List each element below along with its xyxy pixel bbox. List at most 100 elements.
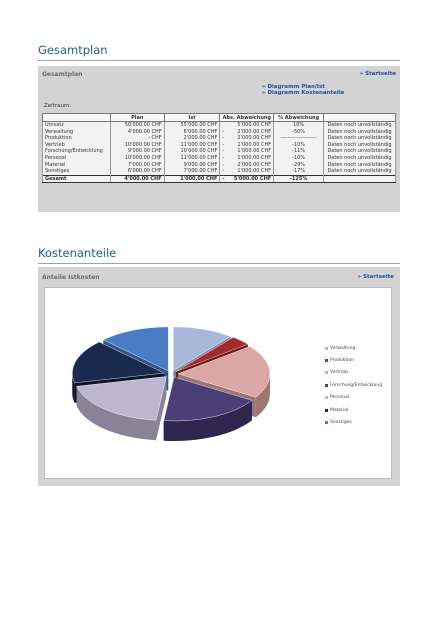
cell-abs-abweichung: - 1'000.00 CHF xyxy=(219,168,275,176)
kostenanteile-startseite-link[interactable]: » Startseite xyxy=(357,274,394,280)
legend-item: Vertrieb xyxy=(325,367,382,379)
cell-plan: 4'000.00 CHF xyxy=(109,128,165,136)
legend-swatch xyxy=(325,346,328,350)
cell-name: Produktion xyxy=(42,135,111,142)
table-row: Personal 10'000.00 CHF 11'000.00 CHF - 1'000… xyxy=(42,154,396,162)
legend-swatch xyxy=(325,359,328,363)
legend-label: Personal xyxy=(330,395,350,401)
cell-abs-value: 1'000.00 CHF xyxy=(237,148,272,155)
cell-status: Daten noch unvollständig xyxy=(323,148,396,155)
cell-plan: 4'000.00 CHF xyxy=(109,174,165,184)
cell-ist: 9'000.00 CHF xyxy=(163,161,221,169)
cell-status: Daten noch unvollständig xyxy=(323,121,396,129)
col-header-status xyxy=(323,113,396,122)
table-row: Vertrieb 10'000.00 CHF 11'000.00 CHF - 1'000… xyxy=(42,141,396,149)
legend-item: Forschung/Entwicklung xyxy=(325,379,382,391)
cell-plan: 10'000.00 CHF xyxy=(109,141,165,149)
legend-item: Personal xyxy=(325,392,382,404)
pie-slice-side xyxy=(255,373,270,418)
cell-name: Vertrieb xyxy=(42,141,111,149)
legend-item: Sonstiges xyxy=(325,416,382,428)
legend-swatch xyxy=(325,371,328,375)
pie-slice-top xyxy=(177,346,271,398)
gesamtplan-heading: Gesamtplan xyxy=(38,43,108,57)
cell-pct-abweichung: -------------------- xyxy=(273,135,325,142)
pie-slice-top xyxy=(76,376,167,421)
cell-ist: 10'000.00 CHF xyxy=(163,148,221,155)
cell-status xyxy=(323,174,396,184)
kostenanteile-heading: Kostenanteile xyxy=(38,246,117,260)
startseite-link[interactable]: » Startseite xyxy=(359,71,396,77)
cell-status: Daten noch unvollständig xyxy=(323,135,396,142)
cell-abs-abweichung: - 1'000.00 CHF xyxy=(219,141,275,149)
legend-swatch xyxy=(325,408,328,412)
pie-slice-side xyxy=(72,373,75,403)
col-header-pct-abweichung: % Abweichung xyxy=(273,113,325,122)
pie-slice-side xyxy=(76,386,157,441)
cell-pct-abweichung: -11% xyxy=(273,148,325,155)
cell-sign: - xyxy=(222,148,225,155)
legend-label: Verwaltung xyxy=(330,345,356,351)
cell-abs-value: 1'000.00 CHF xyxy=(237,168,272,175)
cell-pct-abweichung: 10% xyxy=(273,121,325,129)
legend-item: Verwaltung xyxy=(325,342,382,354)
pie-chart-area: Verwaltung Produktion Vertrieb Forschung/En… xyxy=(44,287,392,479)
diagramm-kostenanteile-link[interactable]: » Diagramm Kostenanteile xyxy=(262,90,345,96)
cell-abs-value: 2'000.00 CHF xyxy=(237,128,272,135)
legend-label: Forschung/Entwicklung xyxy=(330,382,383,388)
legend-label: Vertrieb xyxy=(330,370,348,376)
col-header-abs-abweichung: Abs. Abweichung xyxy=(219,113,275,122)
cell-abs-value: 1'000.00 CHF xyxy=(237,154,272,161)
cell-plan: - CHF xyxy=(109,135,165,142)
pie-slice-side xyxy=(163,400,252,442)
kostenanteile-panel-title: Anteile Istkosten xyxy=(42,274,100,281)
table-row: Verwaltung 4'000.00 CHF 6'000.00 CHF - 2'000… xyxy=(42,128,396,136)
cell-abs-abweichung: - 2'000.00 CHF xyxy=(219,135,275,142)
cell-ist: 2'000.00 CHF xyxy=(163,135,221,142)
legend-item: Produktion xyxy=(325,354,382,366)
cell-plan: 50'000.00 CHF xyxy=(109,121,165,129)
cell-pct-abweichung: -17% xyxy=(273,168,325,176)
cell-ist: 1'000.00 CHF xyxy=(163,174,221,184)
pie-slice-top xyxy=(72,341,165,384)
cell-plan: 6'000.00 CHF xyxy=(109,168,165,176)
cell-status: Daten noch unvollständig xyxy=(323,128,396,136)
cell-status: Daten noch unvollständig xyxy=(323,161,396,169)
cell-name: Personal xyxy=(42,154,111,162)
pie-slice xyxy=(76,376,167,441)
legend-label: Material xyxy=(330,407,349,413)
cell-ist: 55'000.00 CHF xyxy=(163,121,221,129)
table-row: Sonstiges 6'000.00 CHF 7'000.00 CHF - 1'000.… xyxy=(42,168,396,176)
legend-swatch xyxy=(325,396,328,400)
cell-name: Umsatz xyxy=(42,121,111,129)
cell-abs-value: 2'000.00 CHF xyxy=(237,135,272,142)
cell-abs-abweichung: - 2'000.00 CHF xyxy=(219,161,275,169)
table-row: Material 7'000.00 CHF 9'000.00 CHF - 2'000.0… xyxy=(42,161,396,169)
cell-ist: 11'000.00 CHF xyxy=(163,141,221,149)
cell-status: Daten noch unvollständig xyxy=(323,168,396,176)
chart-legend: Verwaltung Produktion Vertrieb Forschung/En… xyxy=(325,342,382,429)
cell-sign: - xyxy=(222,175,225,182)
cell-pct-abweichung: -10% xyxy=(273,141,325,149)
cell-name: Forschung/Entwicklung xyxy=(42,148,111,155)
pie-chart xyxy=(72,326,271,442)
cell-status: Daten noch unvollständig xyxy=(323,141,396,149)
cell-abs-abweichung: - 1'000.00 CHF xyxy=(219,154,275,162)
cell-ist: 11'000.00 CHF xyxy=(163,154,221,162)
gesamtplan-panel-title: Gesamtplan xyxy=(42,71,83,78)
cell-sign: - xyxy=(222,154,225,161)
cell-status: Daten noch unvollständig xyxy=(323,154,396,162)
cell-name: Sonstiges xyxy=(42,168,111,176)
table-header-row: Plan Ist Abs. Abweichung % Abweichung xyxy=(42,113,396,122)
cell-plan: 10'000.00 CHF xyxy=(109,154,165,162)
cell-sign: - xyxy=(222,128,225,135)
pie-slice xyxy=(163,376,253,442)
cell-plan: 7'000.00 CHF xyxy=(109,161,165,169)
diagramm-plan-ist-link[interactable]: » Diagramm Plan/Ist xyxy=(262,84,325,90)
cell-abs-abweichung: - 5'000.00 CHF xyxy=(219,174,275,184)
cell-name: Verwaltung xyxy=(42,128,111,136)
pie-slice-top xyxy=(173,326,232,372)
kostenanteile-panel: Anteile Istkosten » Startseite Verwaltun… xyxy=(38,267,400,486)
cell-abs-abweichung: - 2'000.00 CHF xyxy=(219,128,275,136)
table-total-row: Gesamt 4'000.00 CHF 1'000.00 CHF - 5'000.00 … xyxy=(42,174,396,184)
